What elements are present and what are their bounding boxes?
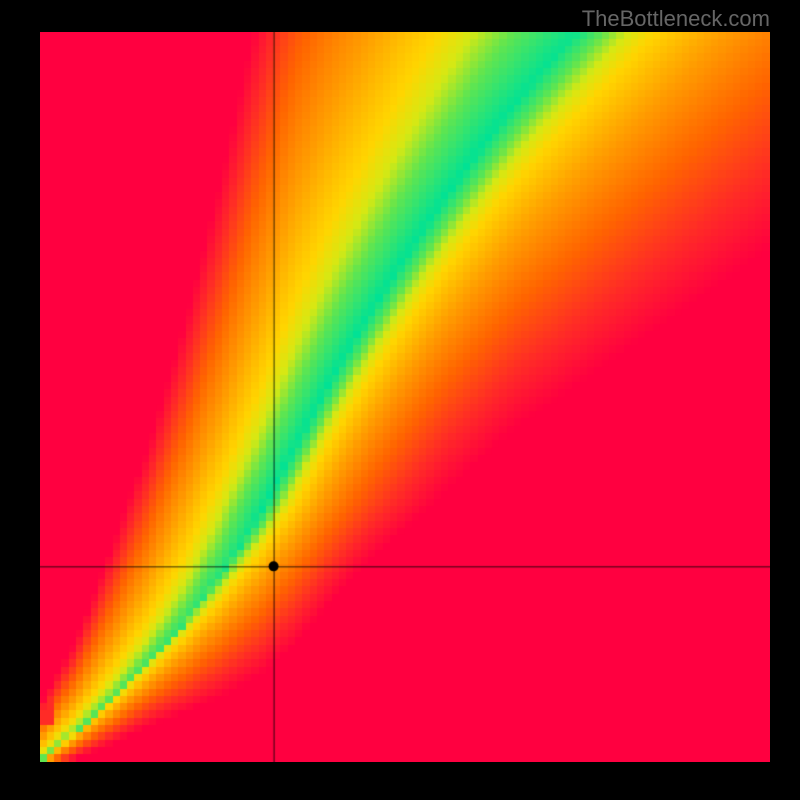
bottleneck-heatmap	[40, 32, 770, 762]
watermark-text: TheBottleneck.com	[582, 6, 770, 32]
